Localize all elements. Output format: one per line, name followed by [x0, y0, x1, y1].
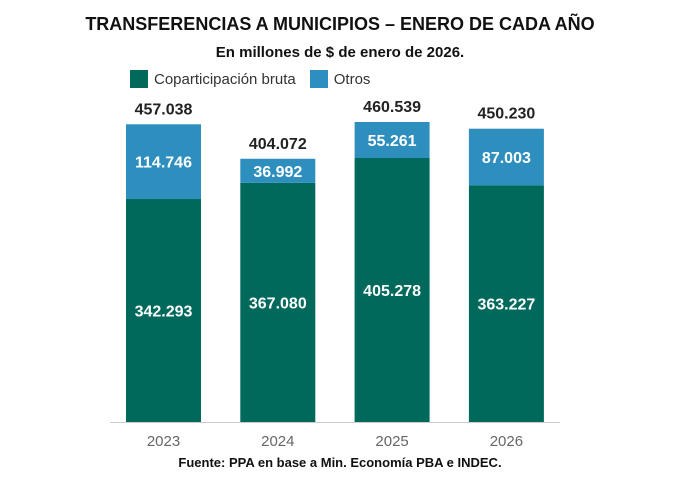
bar-segment-coparticipacion	[240, 182, 316, 422]
bar-segment-otros	[354, 122, 430, 158]
data-label: 36.992	[253, 164, 302, 181]
bar-segment-coparticipacion	[354, 157, 430, 422]
total-label: 404.072	[249, 136, 307, 153]
total-label: 457.038	[135, 101, 193, 118]
bar-segment-coparticipacion	[468, 185, 544, 422]
data-label: 405.278	[363, 283, 421, 300]
chart-source: Fuente: PPA en base a Min. Economía PBA …	[178, 455, 502, 470]
legend-swatch	[309, 70, 328, 88]
x-tick-label: 2023	[147, 433, 180, 450]
legend-label: Otros	[333, 70, 371, 88]
data-label: 87.003	[482, 150, 531, 167]
bar-segment-otros	[468, 128, 544, 186]
data-label: 114.746	[135, 155, 192, 172]
x-tick-label: 2024	[261, 433, 294, 450]
bar-segment-otros	[240, 158, 316, 183]
chart-subtitle: En millones de $ de enero de 2026.	[215, 44, 465, 61]
legend-item-coparticipacion: Coparticipación bruta	[130, 70, 296, 88]
legend-swatch	[130, 70, 148, 88]
data-label: 367.080	[249, 295, 307, 312]
x-tick-label: 2025	[375, 433, 408, 450]
bar-segment-coparticipacion	[126, 199, 201, 422]
data-label: 342.293	[135, 304, 193, 321]
data-label: 55.261	[368, 133, 417, 150]
chart-title: TRANSFERENCIAS A MUNICIPIOS – ENERO DE C…	[85, 14, 595, 34]
x-tick-label: 2026	[490, 433, 523, 450]
bar-segment-otros	[126, 124, 201, 200]
legend-label: Coparticipación bruta	[154, 70, 296, 88]
legend: Coparticipación bruta Otros	[130, 70, 384, 88]
legend-item-otros: Otros	[309, 70, 371, 88]
total-label: 450.230	[477, 106, 535, 123]
total-label: 460.539	[363, 99, 421, 116]
data-label: 363.227	[477, 297, 535, 314]
